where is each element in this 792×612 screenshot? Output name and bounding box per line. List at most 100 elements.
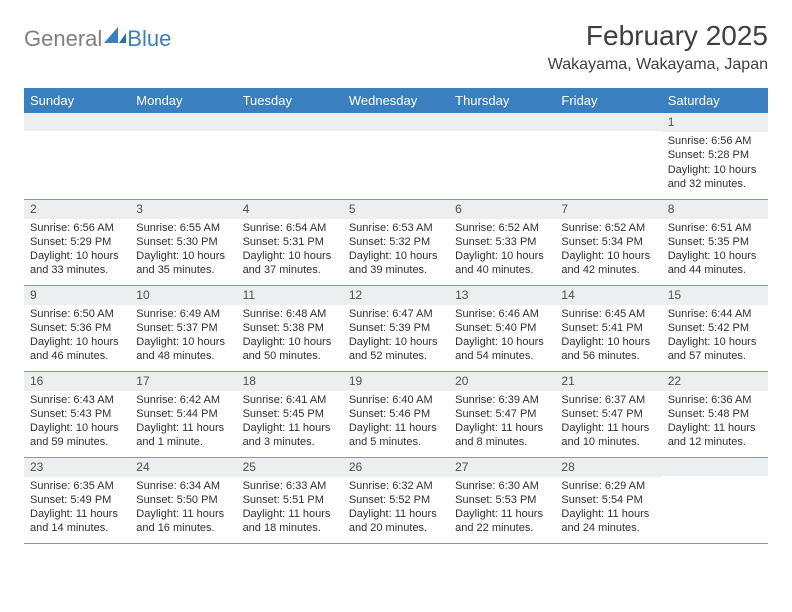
day-number: 2 <box>24 200 130 219</box>
day-body: Sunrise: 6:36 AMSunset: 5:48 PMDaylight:… <box>662 391 768 453</box>
sunrise-text: Sunrise: 6:52 AM <box>561 221 655 235</box>
day-cell <box>343 113 449 199</box>
day-number: 8 <box>662 200 768 219</box>
daylight-text: Daylight: 10 hours and 54 minutes. <box>455 335 549 363</box>
sunset-text: Sunset: 5:54 PM <box>561 493 655 507</box>
day-number: 7 <box>555 200 661 219</box>
day-number: 15 <box>662 286 768 305</box>
week-row: 9Sunrise: 6:50 AMSunset: 5:36 PMDaylight… <box>24 285 768 371</box>
day-body: Sunrise: 6:54 AMSunset: 5:31 PMDaylight:… <box>237 219 343 281</box>
day-body: Sunrise: 6:52 AMSunset: 5:34 PMDaylight:… <box>555 219 661 281</box>
calendar-table: SundayMondayTuesdayWednesdayThursdayFrid… <box>24 88 768 544</box>
sunset-text: Sunset: 5:36 PM <box>30 321 124 335</box>
sunset-text: Sunset: 5:52 PM <box>349 493 443 507</box>
calendar-body: 1Sunrise: 6:56 AMSunset: 5:28 PMDaylight… <box>24 113 768 543</box>
day-number: 28 <box>555 458 661 477</box>
day-cell: 26Sunrise: 6:32 AMSunset: 5:52 PMDayligh… <box>343 457 449 543</box>
week-row: 16Sunrise: 6:43 AMSunset: 5:43 PMDayligh… <box>24 371 768 457</box>
sunrise-text: Sunrise: 6:56 AM <box>30 221 124 235</box>
dow-header: Monday <box>130 88 236 113</box>
sunset-text: Sunset: 5:46 PM <box>349 407 443 421</box>
sunrise-text: Sunrise: 6:37 AM <box>561 393 655 407</box>
daylight-text: Daylight: 10 hours and 33 minutes. <box>30 249 124 277</box>
day-body: Sunrise: 6:56 AMSunset: 5:28 PMDaylight:… <box>662 132 768 194</box>
day-body: Sunrise: 6:46 AMSunset: 5:40 PMDaylight:… <box>449 305 555 367</box>
sunrise-text: Sunrise: 6:42 AM <box>136 393 230 407</box>
dow-header: Friday <box>555 88 661 113</box>
daylight-text: Daylight: 10 hours and 59 minutes. <box>30 421 124 449</box>
sunset-text: Sunset: 5:35 PM <box>668 235 762 249</box>
sunset-text: Sunset: 5:50 PM <box>136 493 230 507</box>
daylight-text: Daylight: 11 hours and 20 minutes. <box>349 507 443 535</box>
day-body: Sunrise: 6:53 AMSunset: 5:32 PMDaylight:… <box>343 219 449 281</box>
sunrise-text: Sunrise: 6:29 AM <box>561 479 655 493</box>
daylight-text: Daylight: 11 hours and 10 minutes. <box>561 421 655 449</box>
daylight-text: Daylight: 10 hours and 57 minutes. <box>668 335 762 363</box>
day-body: Sunrise: 6:41 AMSunset: 5:45 PMDaylight:… <box>237 391 343 453</box>
sunset-text: Sunset: 5:33 PM <box>455 235 549 249</box>
day-body: Sunrise: 6:33 AMSunset: 5:51 PMDaylight:… <box>237 477 343 539</box>
daylight-text: Daylight: 11 hours and 18 minutes. <box>243 507 337 535</box>
day-cell <box>130 113 236 199</box>
day-body: Sunrise: 6:32 AMSunset: 5:52 PMDaylight:… <box>343 477 449 539</box>
day-cell: 28Sunrise: 6:29 AMSunset: 5:54 PMDayligh… <box>555 457 661 543</box>
day-body: Sunrise: 6:52 AMSunset: 5:33 PMDaylight:… <box>449 219 555 281</box>
sunset-text: Sunset: 5:43 PM <box>30 407 124 421</box>
sunset-text: Sunset: 5:30 PM <box>136 235 230 249</box>
sunrise-text: Sunrise: 6:54 AM <box>243 221 337 235</box>
day-body: Sunrise: 6:42 AMSunset: 5:44 PMDaylight:… <box>130 391 236 453</box>
sunrise-text: Sunrise: 6:41 AM <box>243 393 337 407</box>
sunset-text: Sunset: 5:49 PM <box>30 493 124 507</box>
daylight-text: Daylight: 10 hours and 44 minutes. <box>668 249 762 277</box>
daylight-text: Daylight: 11 hours and 8 minutes. <box>455 421 549 449</box>
day-body: Sunrise: 6:51 AMSunset: 5:35 PMDaylight:… <box>662 219 768 281</box>
day-cell: 17Sunrise: 6:42 AMSunset: 5:44 PMDayligh… <box>130 371 236 457</box>
day-cell: 20Sunrise: 6:39 AMSunset: 5:47 PMDayligh… <box>449 371 555 457</box>
week-row: 1Sunrise: 6:56 AMSunset: 5:28 PMDaylight… <box>24 113 768 199</box>
day-cell: 15Sunrise: 6:44 AMSunset: 5:42 PMDayligh… <box>662 285 768 371</box>
empty-daynum <box>237 113 343 131</box>
sunset-text: Sunset: 5:40 PM <box>455 321 549 335</box>
sunrise-text: Sunrise: 6:46 AM <box>455 307 549 321</box>
day-body: Sunrise: 6:34 AMSunset: 5:50 PMDaylight:… <box>130 477 236 539</box>
title-block: February 2025 Wakayama, Wakayama, Japan <box>548 20 768 74</box>
daylight-text: Daylight: 10 hours and 42 minutes. <box>561 249 655 277</box>
sunrise-text: Sunrise: 6:32 AM <box>349 479 443 493</box>
day-cell <box>24 113 130 199</box>
sail-icon <box>104 27 126 43</box>
daylight-text: Daylight: 11 hours and 22 minutes. <box>455 507 549 535</box>
day-cell: 5Sunrise: 6:53 AMSunset: 5:32 PMDaylight… <box>343 199 449 285</box>
empty-daynum <box>449 113 555 131</box>
day-cell <box>555 113 661 199</box>
day-cell <box>237 113 343 199</box>
day-body: Sunrise: 6:43 AMSunset: 5:43 PMDaylight:… <box>24 391 130 453</box>
week-row: 23Sunrise: 6:35 AMSunset: 5:49 PMDayligh… <box>24 457 768 543</box>
day-cell: 3Sunrise: 6:55 AMSunset: 5:30 PMDaylight… <box>130 199 236 285</box>
day-number: 4 <box>237 200 343 219</box>
empty-daynum <box>130 113 236 131</box>
day-number: 10 <box>130 286 236 305</box>
day-cell: 27Sunrise: 6:30 AMSunset: 5:53 PMDayligh… <box>449 457 555 543</box>
sunrise-text: Sunrise: 6:49 AM <box>136 307 230 321</box>
sunrise-text: Sunrise: 6:48 AM <box>243 307 337 321</box>
dow-header: Sunday <box>24 88 130 113</box>
header: General Blue February 2025 Wakayama, Wak… <box>24 20 768 74</box>
dow-header: Tuesday <box>237 88 343 113</box>
day-cell: 10Sunrise: 6:49 AMSunset: 5:37 PMDayligh… <box>130 285 236 371</box>
day-cell: 13Sunrise: 6:46 AMSunset: 5:40 PMDayligh… <box>449 285 555 371</box>
day-cell: 24Sunrise: 6:34 AMSunset: 5:50 PMDayligh… <box>130 457 236 543</box>
sunset-text: Sunset: 5:41 PM <box>561 321 655 335</box>
day-cell: 8Sunrise: 6:51 AMSunset: 5:35 PMDaylight… <box>662 199 768 285</box>
day-cell: 25Sunrise: 6:33 AMSunset: 5:51 PMDayligh… <box>237 457 343 543</box>
daylight-text: Daylight: 11 hours and 5 minutes. <box>349 421 443 449</box>
day-body: Sunrise: 6:30 AMSunset: 5:53 PMDaylight:… <box>449 477 555 539</box>
day-number: 14 <box>555 286 661 305</box>
daylight-text: Daylight: 11 hours and 14 minutes. <box>30 507 124 535</box>
day-cell: 21Sunrise: 6:37 AMSunset: 5:47 PMDayligh… <box>555 371 661 457</box>
day-number: 16 <box>24 372 130 391</box>
day-cell <box>449 113 555 199</box>
daylight-text: Daylight: 11 hours and 12 minutes. <box>668 421 762 449</box>
day-number: 9 <box>24 286 130 305</box>
sunset-text: Sunset: 5:51 PM <box>243 493 337 507</box>
sunset-text: Sunset: 5:28 PM <box>668 148 762 162</box>
